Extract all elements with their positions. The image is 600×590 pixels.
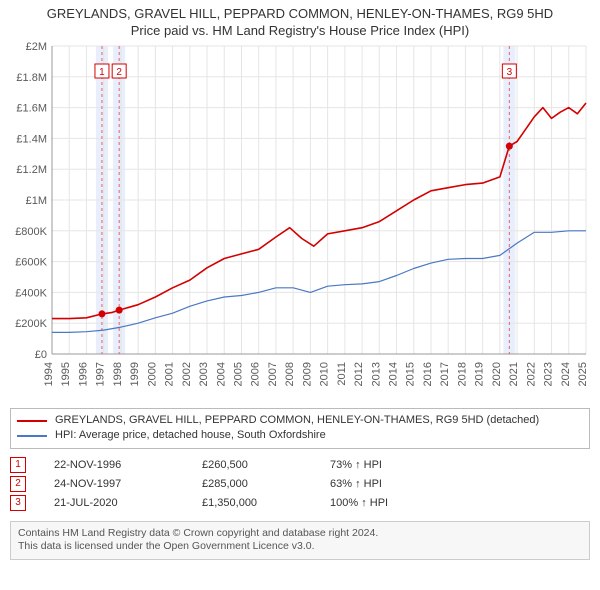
svg-text:2009: 2009 [301, 362, 313, 386]
attribution: Contains HM Land Registry data © Crown c… [10, 521, 590, 560]
svg-text:2014: 2014 [388, 362, 400, 386]
svg-text:£1.6M: £1.6M [16, 103, 47, 115]
sale-marker-1: 1 [10, 457, 26, 473]
svg-text:2: 2 [116, 67, 122, 78]
sale-row: 3 21-JUL-2020 £1,350,000 100% ↑ HPI [10, 495, 590, 511]
sale-pct: 100% ↑ HPI [330, 497, 430, 509]
svg-text:£1.2M: £1.2M [16, 164, 47, 176]
sale-pct: 73% ↑ HPI [330, 459, 430, 471]
svg-text:2020: 2020 [491, 362, 503, 386]
legend-row-property: GREYLANDS, GRAVEL HILL, PEPPARD COMMON, … [17, 413, 583, 428]
svg-text:3: 3 [507, 67, 513, 78]
svg-text:2017: 2017 [439, 362, 451, 386]
svg-text:1994: 1994 [43, 362, 55, 386]
chart-title: GREYLANDS, GRAVEL HILL, PEPPARD COMMON, … [0, 6, 600, 21]
legend-label-hpi: HPI: Average price, detached house, Sout… [55, 428, 326, 443]
sales-table: 1 22-NOV-1996 £260,500 73% ↑ HPI 2 24-NO… [10, 457, 590, 511]
svg-text:2022: 2022 [525, 362, 537, 386]
svg-text:2003: 2003 [198, 362, 210, 386]
sale-price: £285,000 [202, 478, 302, 490]
svg-text:1: 1 [99, 67, 105, 78]
legend-row-hpi: HPI: Average price, detached house, Sout… [17, 428, 583, 443]
svg-text:2012: 2012 [353, 362, 365, 386]
legend: GREYLANDS, GRAVEL HILL, PEPPARD COMMON, … [10, 408, 590, 449]
svg-text:2001: 2001 [164, 362, 176, 386]
svg-text:2025: 2025 [577, 362, 589, 386]
svg-text:2011: 2011 [336, 362, 348, 386]
svg-text:2015: 2015 [405, 362, 417, 386]
chart-plot: £0 £200K £400K £600K £800K £1M £1.2M £1.4M £1.6M… [10, 42, 590, 402]
svg-text:£1M: £1M [26, 195, 47, 207]
svg-text:£200K: £200K [15, 318, 47, 330]
svg-text:2013: 2013 [370, 362, 382, 386]
sale-marker-3: 3 [10, 495, 26, 511]
legend-label-property: GREYLANDS, GRAVEL HILL, PEPPARD COMMON, … [55, 413, 539, 428]
sale-row: 1 22-NOV-1996 £260,500 73% ↑ HPI [10, 457, 590, 473]
svg-text:1999: 1999 [129, 362, 141, 386]
sale-date: 24-NOV-1997 [54, 478, 174, 490]
legend-swatch-hpi [17, 435, 47, 437]
svg-text:1996: 1996 [77, 362, 89, 386]
svg-text:£2M: £2M [26, 42, 47, 53]
svg-text:2016: 2016 [422, 362, 434, 386]
attribution-line1: Contains HM Land Registry data © Crown c… [18, 527, 582, 541]
svg-text:£600K: £600K [15, 257, 47, 269]
svg-text:2023: 2023 [543, 362, 555, 386]
attribution-line2: This data is licensed under the Open Gov… [18, 540, 582, 554]
sale-row: 2 24-NOV-1997 £285,000 63% ↑ HPI [10, 476, 590, 492]
svg-text:2006: 2006 [250, 362, 262, 386]
svg-text:2008: 2008 [284, 362, 296, 386]
svg-text:2004: 2004 [215, 362, 227, 386]
svg-text:£1.8M: £1.8M [16, 72, 47, 84]
legend-swatch-property [17, 420, 47, 422]
svg-text:2010: 2010 [319, 362, 331, 386]
sale-price: £1,350,000 [202, 497, 302, 509]
svg-text:2002: 2002 [181, 362, 193, 386]
sale-price: £260,500 [202, 459, 302, 471]
svg-text:1998: 1998 [112, 362, 124, 386]
svg-text:2005: 2005 [232, 362, 244, 386]
svg-text:£0: £0 [35, 349, 47, 361]
sale-date: 22-NOV-1996 [54, 459, 174, 471]
svg-text:2007: 2007 [267, 362, 279, 386]
svg-text:2024: 2024 [560, 362, 572, 386]
sale-date: 21-JUL-2020 [54, 497, 174, 509]
svg-text:2000: 2000 [146, 362, 158, 386]
chart-container: GREYLANDS, GRAVEL HILL, PEPPARD COMMON, … [0, 0, 600, 590]
chart-svg: £0 £200K £400K £600K £800K £1M £1.2M £1.4M £1.6M… [10, 42, 590, 402]
chart-subtitle: Price paid vs. HM Land Registry's House … [0, 23, 600, 38]
sale-pct: 63% ↑ HPI [330, 478, 430, 490]
svg-text:£400K: £400K [15, 287, 47, 299]
svg-text:£1.4M: £1.4M [16, 133, 47, 145]
svg-text:£800K: £800K [15, 226, 47, 238]
svg-text:2018: 2018 [456, 362, 468, 386]
svg-text:2021: 2021 [508, 362, 520, 386]
svg-text:1997: 1997 [95, 362, 107, 386]
sale-marker-2: 2 [10, 476, 26, 492]
svg-text:2019: 2019 [474, 362, 486, 386]
svg-text:1995: 1995 [60, 362, 72, 386]
